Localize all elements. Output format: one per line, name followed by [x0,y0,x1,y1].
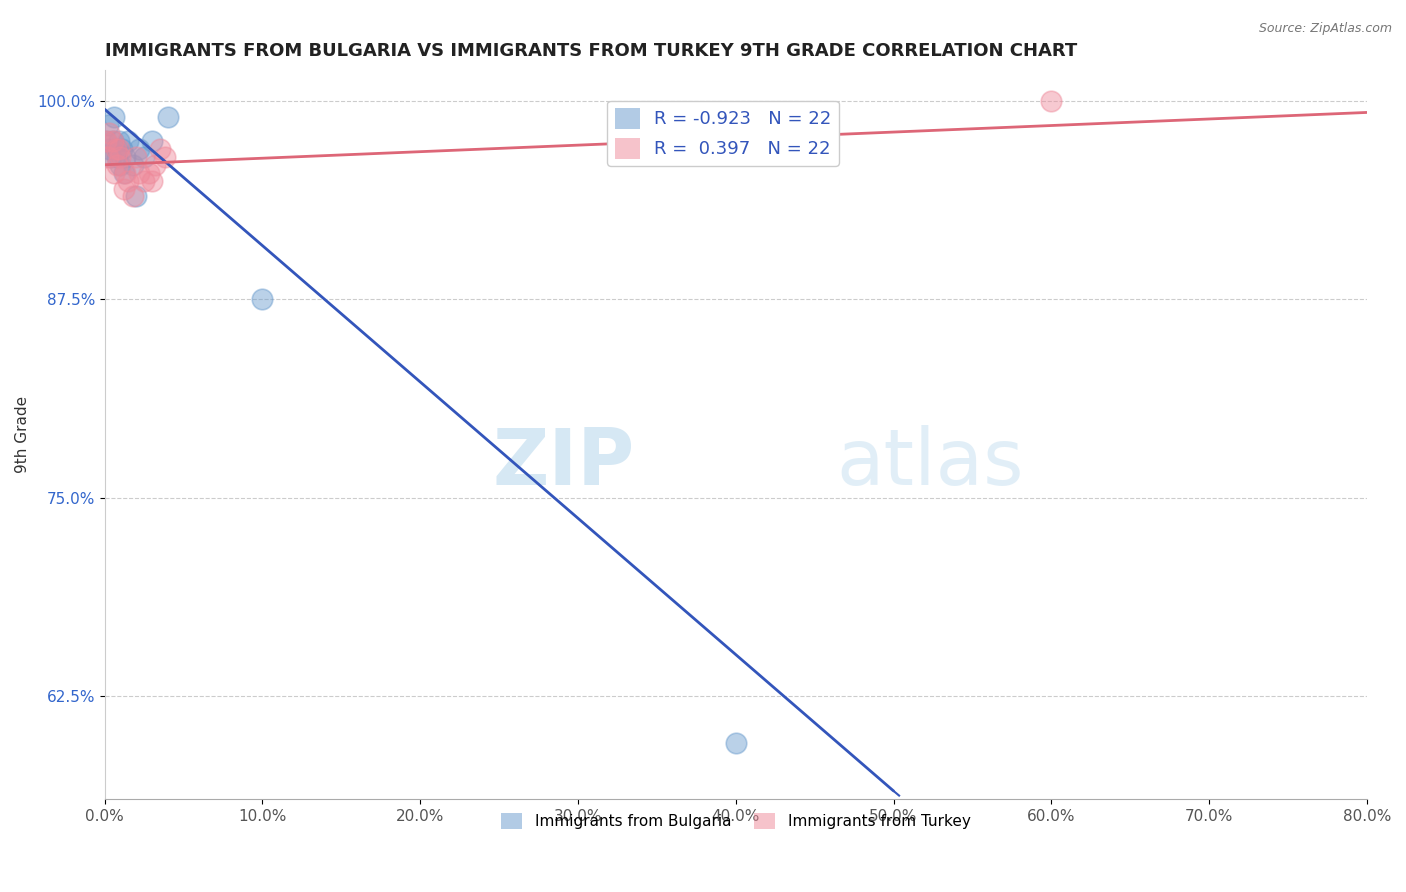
Point [96,134,118,148]
Point [108,142,131,156]
Text: ZIP: ZIP [492,425,634,501]
Point [97,150,120,164]
Point [97,118,120,132]
Point [100,150,122,164]
Point [110,158,132,172]
Point [149,142,172,156]
Point [125,189,148,203]
Point [724,736,747,750]
Point [252,293,274,307]
Point [96,134,118,148]
Point [141,134,163,148]
Point [111,142,134,156]
Point [153,150,176,164]
Point [112,181,135,195]
Point [104,142,127,156]
Point [98,142,121,156]
Point [105,150,128,164]
Point [101,134,124,148]
Legend: Immigrants from Bulgaria, Immigrants from Turkey: Immigrants from Bulgaria, Immigrants fro… [495,806,977,835]
Point [103,110,125,124]
Point [114,150,136,164]
Text: atlas: atlas [837,425,1024,501]
Point [98,126,121,140]
Point [110,150,132,164]
Point [138,166,160,180]
Point [122,158,145,172]
Point [125,150,148,164]
Point [143,158,166,172]
Point [132,173,155,187]
Point [128,166,150,180]
Point [105,158,128,172]
Text: IMMIGRANTS FROM BULGARIA VS IMMIGRANTS FROM TURKEY 9TH GRADE CORRELATION CHART: IMMIGRANTS FROM BULGARIA VS IMMIGRANTS F… [104,42,1077,60]
Point [114,166,136,180]
Point [117,134,139,148]
Point [132,150,155,164]
Point [156,110,179,124]
Text: Source: ZipAtlas.com: Source: ZipAtlas.com [1258,22,1392,36]
Point [103,166,125,180]
Point [104,142,127,156]
Point [112,166,135,180]
Point [141,173,163,187]
Point [128,142,150,156]
Point [117,173,139,187]
Point [122,189,145,203]
Point [108,134,131,148]
Point [1040,95,1063,109]
Y-axis label: 9th Grade: 9th Grade [15,396,30,473]
Point [101,134,124,148]
